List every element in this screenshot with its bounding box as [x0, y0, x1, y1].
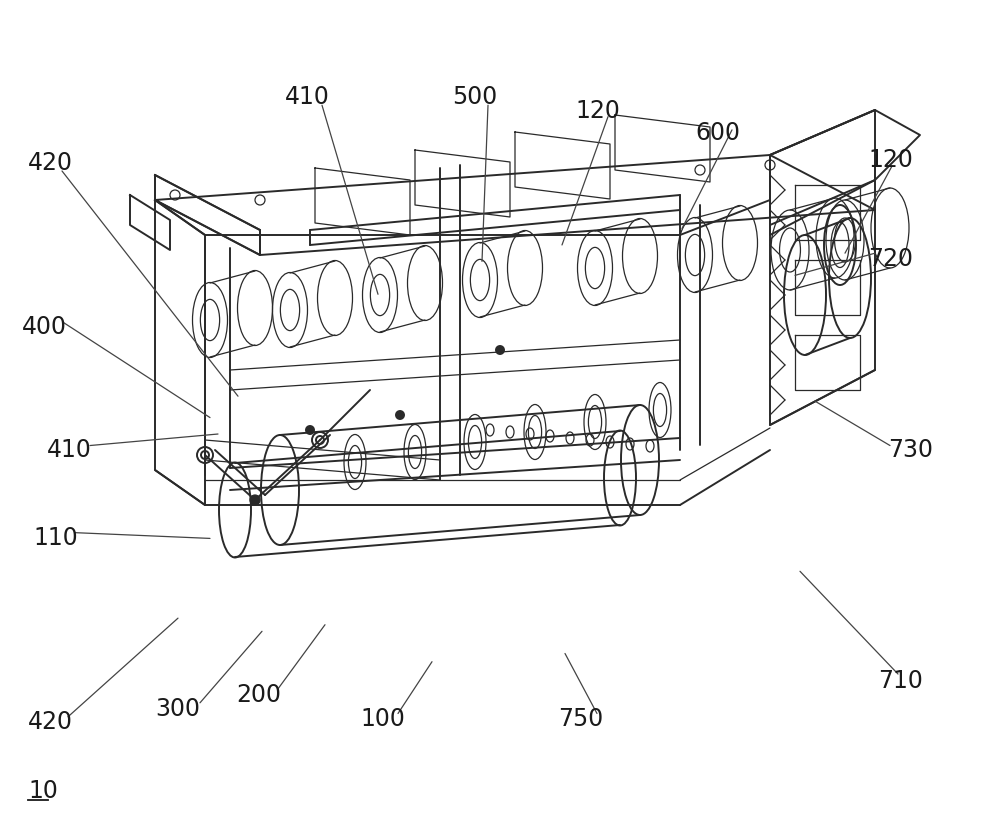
Text: 600: 600 [695, 121, 740, 145]
Text: 410: 410 [285, 85, 330, 109]
Circle shape [396, 411, 404, 419]
Text: 200: 200 [236, 682, 281, 707]
Circle shape [250, 495, 260, 505]
Text: 10: 10 [28, 778, 58, 803]
Text: 120: 120 [575, 99, 620, 123]
Text: 120: 120 [868, 148, 913, 173]
Circle shape [201, 451, 209, 459]
Circle shape [306, 426, 314, 434]
Text: 300: 300 [155, 696, 200, 721]
Text: 410: 410 [47, 438, 92, 463]
Text: 500: 500 [452, 85, 497, 109]
Text: 400: 400 [22, 315, 67, 339]
Text: 720: 720 [868, 247, 913, 271]
Text: 100: 100 [360, 707, 405, 732]
Text: 420: 420 [28, 709, 73, 734]
Circle shape [316, 436, 324, 444]
Text: 730: 730 [888, 438, 933, 463]
Text: 710: 710 [878, 668, 923, 693]
Text: 110: 110 [33, 526, 78, 551]
Text: 420: 420 [28, 150, 73, 175]
Circle shape [496, 346, 504, 354]
Text: 750: 750 [558, 707, 603, 732]
